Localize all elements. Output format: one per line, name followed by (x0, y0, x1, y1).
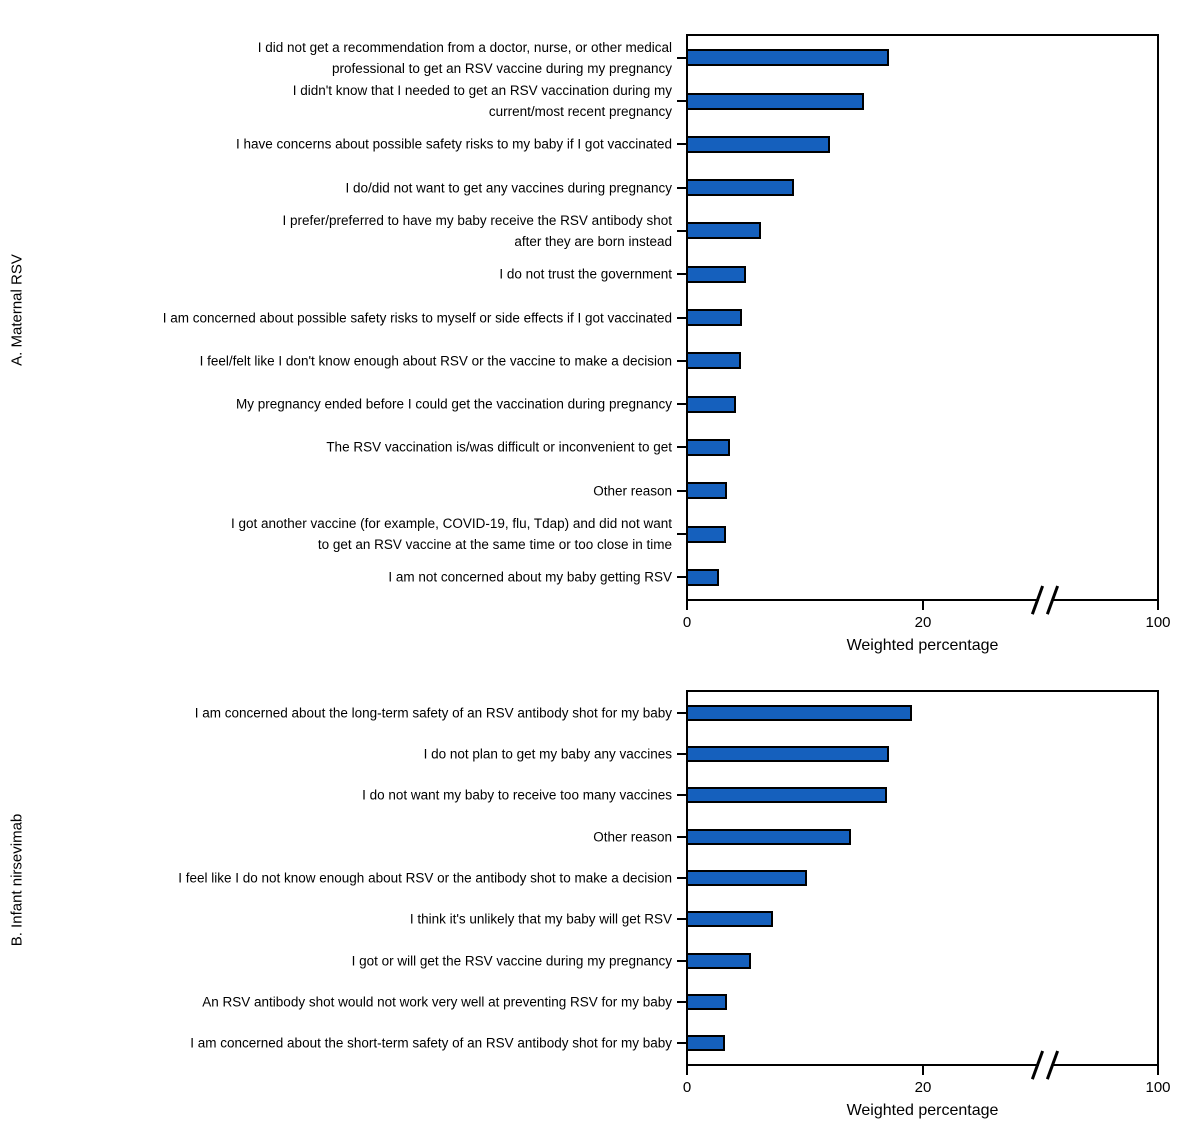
y-tick (677, 489, 686, 492)
x-axis-title: Weighted percentage (846, 637, 999, 654)
bar (686, 135, 830, 153)
bar (686, 179, 794, 197)
bar (686, 265, 746, 283)
y-tick (677, 877, 686, 879)
bar (686, 309, 742, 326)
x-tick (922, 601, 924, 610)
bar (686, 704, 912, 721)
x-axis-title: Weighted percentage (846, 1102, 999, 1119)
y-tick (677, 576, 686, 579)
category-label: I got or will get the RSV vaccine during… (351, 953, 672, 969)
category-label: Other reason (593, 483, 672, 499)
y-tick (677, 143, 686, 146)
y-tick (677, 359, 686, 362)
x-tick (1157, 601, 1159, 610)
x-tick (922, 1066, 924, 1075)
category-label: I think it's unlikely that my baby will … (409, 911, 672, 927)
bar (686, 911, 773, 928)
panel-b-plot (677, 690, 1159, 1066)
y-tick (677, 186, 686, 189)
x-tick (1157, 1066, 1159, 1075)
category-label: I have concerns about possible safety ri… (236, 136, 672, 152)
bar (686, 994, 727, 1010)
x-tick (686, 601, 688, 610)
x-tick-label: 100 (1145, 614, 1171, 631)
y-tick (677, 446, 686, 449)
y-tick (677, 794, 686, 797)
category-label: I feel like I do not know enough about R… (178, 870, 672, 886)
bar (686, 222, 761, 240)
y-tick (677, 316, 686, 319)
category-label: I am concerned about the short-term safe… (190, 1035, 672, 1051)
y-tick (677, 229, 686, 232)
bar (686, 482, 727, 500)
category-label: I am not concerned about my baby getting… (388, 569, 672, 585)
y-tick (677, 1001, 686, 1003)
y-tick (677, 403, 686, 406)
category-label: I do not trust the government (499, 266, 672, 282)
x-tick-label: 0 (682, 1079, 692, 1096)
bar (686, 1035, 725, 1052)
category-label: I do not plan to get my baby any vaccine… (423, 746, 672, 762)
axis-break-gap (1039, 1061, 1052, 1069)
panel-a-plot (677, 34, 1159, 601)
y-tick (677, 533, 686, 535)
category-label: I do/did not want to get any vaccines du… (345, 180, 672, 196)
category-label: I am concerned about possible safety ris… (162, 310, 672, 325)
x-tick (686, 1066, 688, 1075)
bar (686, 787, 887, 804)
bar (686, 828, 851, 845)
category-label: My pregnancy ended before I could get th… (235, 396, 672, 412)
category-label: I am concerned about the long-term safet… (194, 705, 672, 721)
x-axis: 0 20 100 Weighted percentage (683, 601, 1171, 661)
category-label: I prefer/preferred to have my baby recei… (282, 212, 672, 249)
category-label: I feel/felt like I don't know enough abo… (199, 353, 672, 369)
y-tick (677, 273, 686, 276)
bar (686, 746, 889, 762)
y-tick (677, 711, 686, 714)
y-tick (677, 753, 686, 755)
x-tick-label: 20 (914, 1079, 932, 1096)
bar (686, 952, 751, 969)
category-label: Other reason (593, 829, 672, 845)
bar (686, 525, 726, 543)
y-tick (677, 835, 686, 838)
bar (686, 568, 719, 586)
y-tick (677, 918, 686, 921)
category-label: I got another vaccine (for example, COVI… (231, 516, 672, 552)
category-label: I did not get a recommendation from a do… (257, 39, 672, 76)
category-label: The RSV vaccination is/was difficult or … (326, 439, 672, 455)
bar (686, 352, 741, 370)
category-label: I didn't know that I needed to get an RS… (292, 83, 672, 119)
x-axis: 0 20 100 Weighted percentage (683, 1066, 1171, 1126)
bar (686, 92, 864, 110)
bar (686, 395, 736, 413)
x-tick-label: 20 (914, 614, 932, 631)
category-label: An RSV antibody shot would not work very… (202, 994, 672, 1010)
y-tick (677, 100, 686, 102)
y-tick (677, 959, 686, 962)
x-tick-label: 0 (682, 614, 692, 631)
category-label: I do not want my baby to receive too man… (362, 787, 672, 803)
y-tick (677, 1042, 686, 1045)
y-tick (677, 56, 686, 59)
axis-break-gap (1039, 596, 1052, 604)
bar (686, 870, 807, 886)
bar (686, 438, 730, 456)
bar (686, 49, 889, 67)
x-tick-label: 100 (1145, 1079, 1171, 1096)
